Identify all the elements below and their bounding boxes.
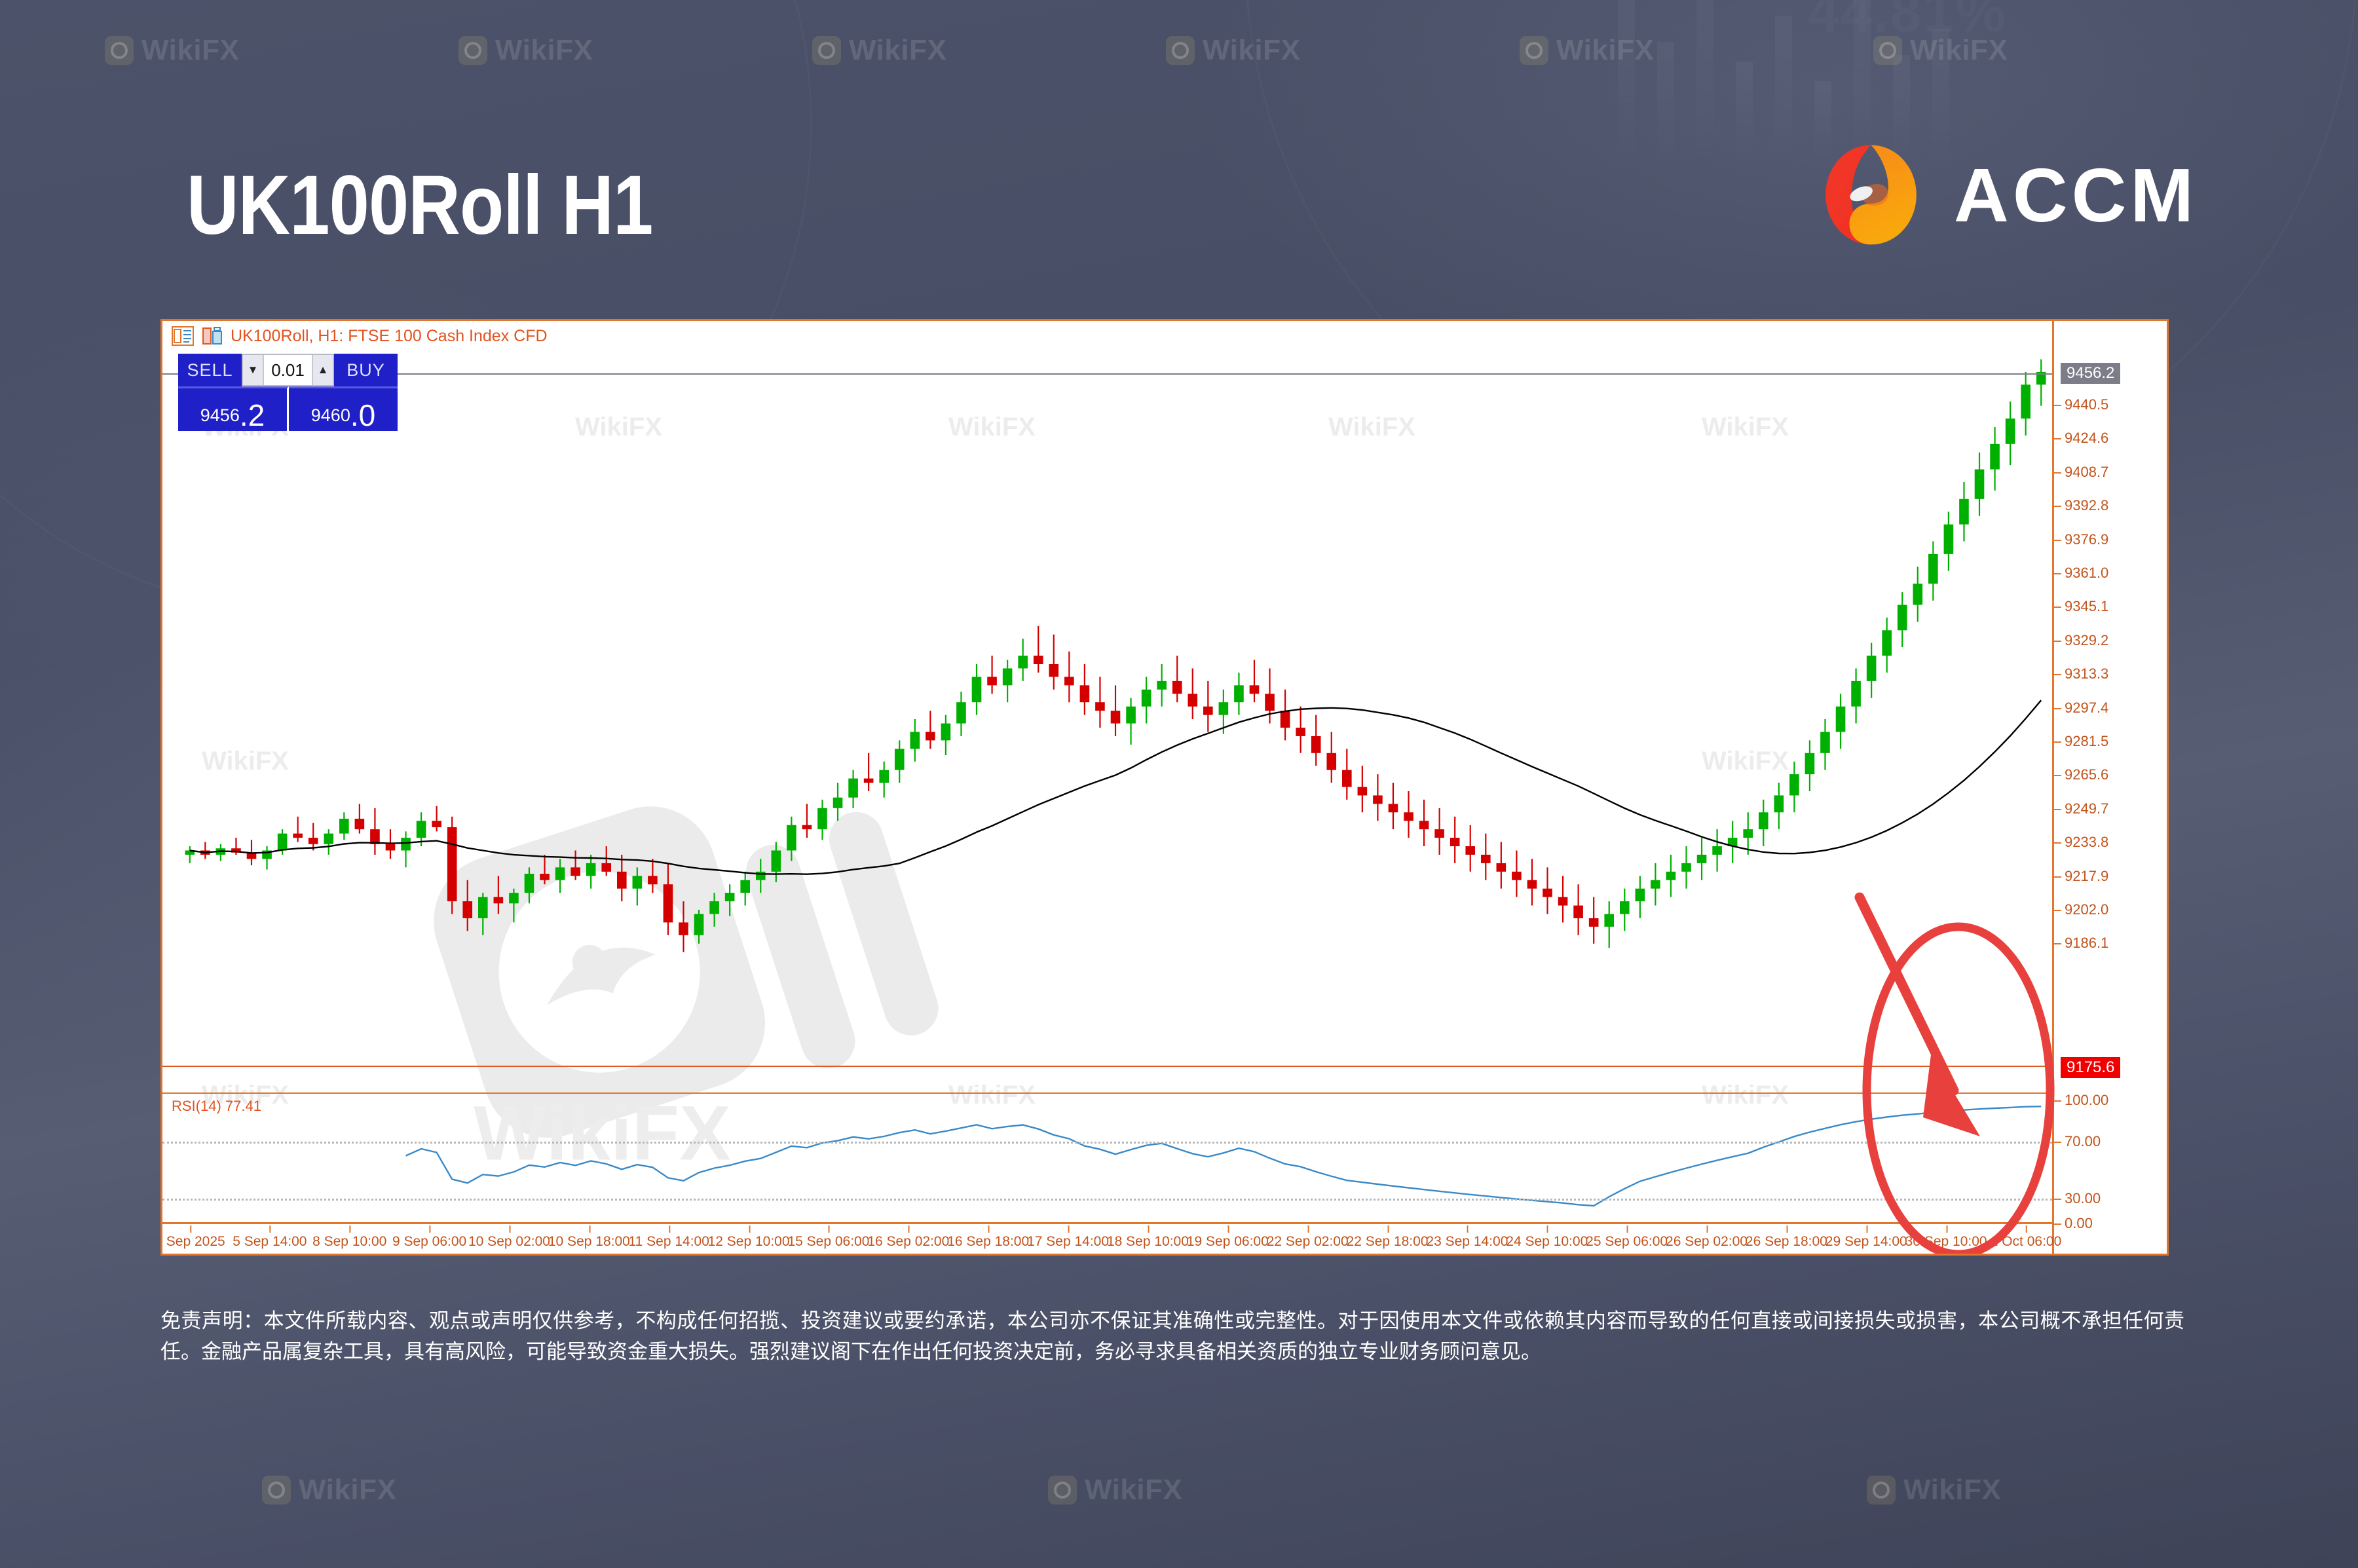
price-axis[interactable]: 9456.2 9440.5 9424.6 9408.7 9392.8 9376.9 936… [2052,321,2167,1254]
time-axis-tick: 29 Sep 14:00 [1825,1225,1907,1249]
watermark-text: WikiFX [141,34,240,66]
time-axis-tick: 26 Sep 18:00 [1745,1225,1827,1249]
wikifx-lion-icon [1048,1476,1077,1504]
price-axis-tick: 9408.7 [2054,464,2108,481]
sell-button[interactable]: SELL [178,354,242,386]
watermark-text: WikiFX [1203,34,1301,66]
price-axis-tick: 9202.0 [2054,901,2108,918]
rsi-axis-tick: 70.00 [2054,1133,2101,1150]
time-axis-tick: 10 Sep 02:00 [468,1225,550,1249]
price-axis-tick: 9440.5 [2054,396,2108,413]
time-axis-tick: 26 Sep 02:00 [1666,1225,1748,1249]
wikifx-lion-icon [458,36,487,65]
price-axis-tick: 9376.9 [2054,531,2108,548]
wikifx-lion-icon [262,1476,291,1504]
buy-button[interactable]: BUY [334,354,398,386]
price-axis-tick: 9233.8 [2054,834,2108,851]
disclaimer-paragraph: 免责声明：本文件所载内容、观点或声明仅供参考，不构成任何招揽、投资建议或要约承诺… [160,1309,2184,1364]
rsi-axis-tick: 30.00 [2054,1190,2101,1207]
watermark-text: WikiFX [495,34,593,66]
price-axis-tick: 9265.6 [2054,766,2108,783]
watermark-text: WikiFX [1556,34,1655,66]
time-axis-tick: 24 Sep 10:00 [1506,1225,1588,1249]
current-bid-label: 9456.2 [2061,363,2121,384]
time-axis-tick: 8 Sep 10:00 [312,1225,387,1249]
page-title: UK100Roll H1 [187,159,653,252]
rsi-axis-tick: 0.00 [2054,1215,2093,1232]
volume-stepper[interactable]: ▼ 0.01 ▲ [242,354,334,386]
price-axis-tick: 9329.2 [2054,632,2108,649]
price-axis-tick: 9361.0 [2054,565,2108,582]
accm-swirl-logo [1817,141,1925,249]
disclaimer-text: 免责声明：本文件所载内容、观点或声明仅供参考，不构成任何招揽、投资建议或要约承诺… [160,1305,2184,1367]
watermark-text: WikiFX [849,34,947,66]
new-chart-icon[interactable] [201,326,223,346]
rsi-indicator-label: RSI(14) 77.41 [172,1098,261,1114]
time-axis-tick: 9 Sep 06:00 [392,1225,467,1249]
bid-price-line [162,373,2052,375]
volume-input[interactable]: 0.01 [263,355,313,385]
rsi-axis-tick: 100.00 [2054,1092,2108,1109]
sell-price[interactable]: 9456 .2 [178,386,289,431]
pane-separator-top [162,1066,2052,1067]
time-axis-tick: 1 Oct 06:00 [1990,1225,2062,1249]
price-axis-tick: 9392.8 [2054,497,2108,514]
brand-name: ACCM [1954,152,2198,238]
buy-price-decimal: .0 [350,398,376,432]
rsi-oversold-line [162,1199,2052,1201]
watermark-text: WikiFX [1903,1474,2002,1506]
watermark-text: WikiFX [1910,34,2008,66]
marked-price-label: 9175.6 [2061,1057,2121,1078]
time-axis-tick: 17 Sep 14:00 [1027,1225,1110,1249]
time-axis-tick: 23 Sep 14:00 [1426,1225,1508,1249]
watermark-text: WikiFX [1085,1474,1183,1506]
brand-logo: ACCM [1817,141,2198,249]
wikifx-lion-icon [1520,36,1548,65]
wikifx-lion-icon [105,36,134,65]
price-axis-tick: 9217.9 [2054,868,2108,885]
time-axis-tick: 18 Sep 10:00 [1106,1225,1189,1249]
background-ghost-number: 44.81% [1808,0,2007,44]
wikifx-lion-icon [1166,36,1195,65]
buy-price[interactable]: 9460 .0 [289,386,398,431]
price-axis-tick: 9186.1 [2054,935,2108,952]
time-axis[interactable]: 4 Sep 2025 5 Sep 14:008 Sep 10:009 Sep 06… [162,1222,2061,1254]
time-axis-tick: 15 Sep 06:00 [787,1225,870,1249]
price-axis-tick: 9313.3 [2054,665,2108,682]
price-axis-tick: 9281.5 [2054,733,2108,750]
time-axis-tick: 16 Sep 18:00 [947,1225,1030,1249]
rsi-overbought-line [162,1142,2052,1144]
mt4-chart-window[interactable]: WikiFX WikiFX WikiFX WikiFX WikiFX WikiF… [160,319,2169,1256]
sell-price-integer: 9456 [200,405,240,425]
price-axis-tick: 9345.1 [2054,598,2108,615]
one-click-trade-panel[interactable]: SELL ▼ 0.01 ▲ BUY 9456 .2 9460 .0 [178,354,398,431]
pane-separator-bottom [162,1092,2052,1094]
time-axis-tick: 25 Sep 06:00 [1586,1225,1668,1249]
wikifx-lion-icon [1873,36,1902,65]
sell-price-decimal: .2 [239,398,265,432]
price-axis-tick: 9297.4 [2054,700,2108,717]
watermark-text: WikiFX [299,1474,397,1506]
caret-down-icon[interactable]: ▼ [247,364,259,376]
time-axis-tick: 22 Sep 02:00 [1266,1225,1349,1249]
time-axis-tick: 10 Sep 18:00 [548,1225,630,1249]
time-axis-tick: 4 Sep 2025 [162,1225,225,1250]
buy-price-integer: 9460 [310,405,350,425]
time-axis-tick: 16 Sep 02:00 [867,1225,950,1249]
time-axis-tick: 19 Sep 06:00 [1186,1225,1269,1249]
caret-up-icon[interactable]: ▲ [317,364,329,376]
time-axis-tick: 12 Sep 10:00 [707,1225,790,1249]
time-axis-tick: 11 Sep 14:00 [628,1225,709,1249]
wikifx-lion-icon [1867,1476,1896,1504]
wikifx-lion-icon [812,36,841,65]
time-axis-tick: 30 Sep 10:00 [1905,1225,1987,1249]
price-axis-tick: 9249.7 [2054,800,2108,817]
time-axis-tick: 5 Sep 14:00 [233,1225,307,1249]
time-axis-tick: 22 Sep 18:00 [1346,1225,1429,1249]
market-watch-icon[interactable] [172,326,194,346]
chart-symbol-title: UK100Roll, H1: FTSE 100 Cash Index CFD [231,326,548,345]
price-axis-tick: 9424.6 [2054,430,2108,447]
candlestick-plot [185,359,2046,1207]
